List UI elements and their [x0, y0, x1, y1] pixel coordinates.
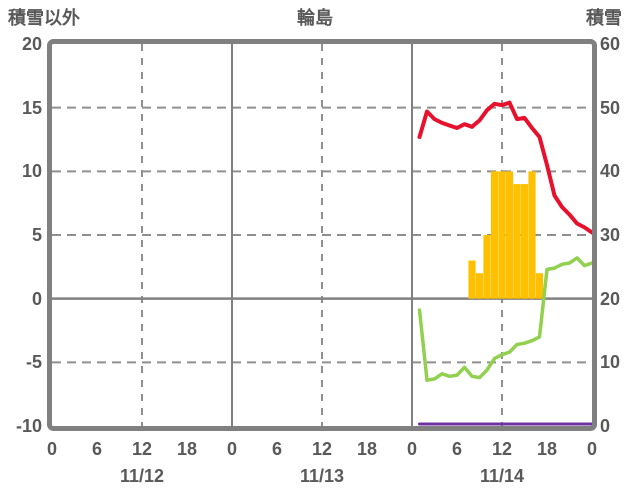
- left-axis-title: 積雪以外: [8, 8, 80, 28]
- orange-bars-bar: [535, 273, 544, 299]
- right-axis-tick-label: 10: [600, 352, 621, 373]
- plot-frame: [47, 39, 597, 431]
- chart-title: 輪島: [297, 8, 333, 28]
- right-axis-title: 積雪: [586, 8, 622, 28]
- orange-bars-bar: [513, 184, 521, 299]
- right-axis-tick-label: 20: [600, 288, 621, 309]
- hour-tick-label: 0: [226, 439, 237, 459]
- date-label: 11/12: [119, 466, 165, 486]
- right-axis-tick-label: 50: [600, 97, 621, 118]
- hour-tick-label: 6: [271, 439, 282, 459]
- orange-bars-bar: [468, 260, 476, 299]
- date-label: 11/13: [299, 466, 345, 486]
- orange-bars-bar: [520, 184, 529, 299]
- left-axis-tick-label: -5: [25, 352, 42, 373]
- left-axis-tick-label: 5: [31, 225, 42, 245]
- left-axis-tick-label: 0: [31, 288, 42, 309]
- hour-tick-label: 18: [356, 439, 378, 459]
- hour-tick-label: 6: [91, 439, 102, 459]
- orange-bars-bar: [475, 273, 484, 299]
- green-line: [417, 256, 594, 382]
- hour-tick-label: 6: [451, 439, 462, 459]
- orange-bars-bar: [483, 235, 491, 299]
- orange-bars-bar: [498, 171, 506, 299]
- right-axis-tick-label: 40: [600, 161, 621, 182]
- left-axis-tick-label: 15: [21, 97, 42, 118]
- hour-tick-label: 12: [311, 439, 333, 459]
- hour-tick-label: 0: [586, 439, 597, 459]
- orange-bars-bar: [505, 171, 514, 299]
- hour-tick-label: 18: [176, 439, 198, 459]
- date-label: 11/14: [479, 466, 525, 486]
- left-axis-tick-label: -10: [15, 416, 42, 436]
- hour-tick-label: 0: [46, 439, 57, 459]
- right-axis-tick-label: 30: [600, 225, 621, 245]
- hour-tick-label: 18: [536, 439, 558, 459]
- right-axis-tick-label: 0: [600, 416, 611, 436]
- left-axis-tick-label: 10: [21, 161, 42, 182]
- hour-tick-label: 0: [406, 439, 417, 459]
- orange-bars-bar: [528, 171, 536, 299]
- hour-tick-label: 12: [491, 439, 513, 459]
- left-axis-tick-label: 20: [21, 34, 42, 54]
- red-line: [417, 100, 594, 235]
- hour-tick-label: 12: [131, 439, 153, 459]
- right-axis-tick-label: 60: [600, 34, 621, 54]
- orange-bars-bar: [490, 171, 499, 299]
